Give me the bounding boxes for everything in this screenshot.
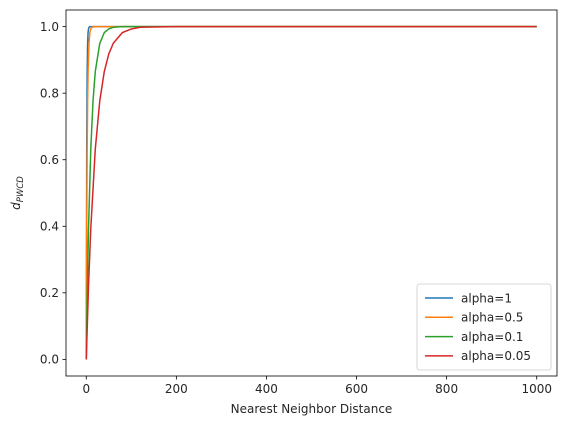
y-tick-label: 0.6 <box>40 153 59 167</box>
legend-entry: alpha=0.5 <box>461 311 523 325</box>
x-tick-label: 1000 <box>521 382 552 396</box>
y-axis-label: dPWCD <box>9 176 26 210</box>
plot-frame <box>65 9 558 377</box>
legend-entry: alpha=1 <box>461 291 512 305</box>
legend-entry: alpha=0.1 <box>461 330 523 344</box>
x-tick-label: 800 <box>435 382 458 396</box>
x-axis-label: Nearest Neighbor Distance <box>231 402 393 416</box>
y-tick-label: 0.2 <box>40 286 59 300</box>
legend-entry: alpha=0.05 <box>461 349 531 363</box>
x-axis-ticks: 0 200 400 600 800 1000 <box>82 376 552 396</box>
x-tick-label: 0 <box>82 382 90 396</box>
y-tick-label: 1.0 <box>40 20 59 34</box>
y-tick-label: 0.8 <box>40 86 59 100</box>
x-tick-label: 200 <box>165 382 188 396</box>
y-tick-label: 0.0 <box>40 353 59 367</box>
y-tick-label: 0.4 <box>40 220 59 234</box>
y-axis-ticks: 0.0 0.2 0.4 0.6 0.8 1.0 <box>40 20 66 367</box>
plot-lines <box>85 25 537 360</box>
legend: alpha=1 alpha=0.5 alpha=0.1 alpha=0.05 <box>416 283 552 371</box>
legend-box <box>416 283 552 371</box>
x-tick-label: 600 <box>345 382 368 396</box>
series-line <box>85 25 537 360</box>
x-tick-label: 400 <box>255 382 278 396</box>
